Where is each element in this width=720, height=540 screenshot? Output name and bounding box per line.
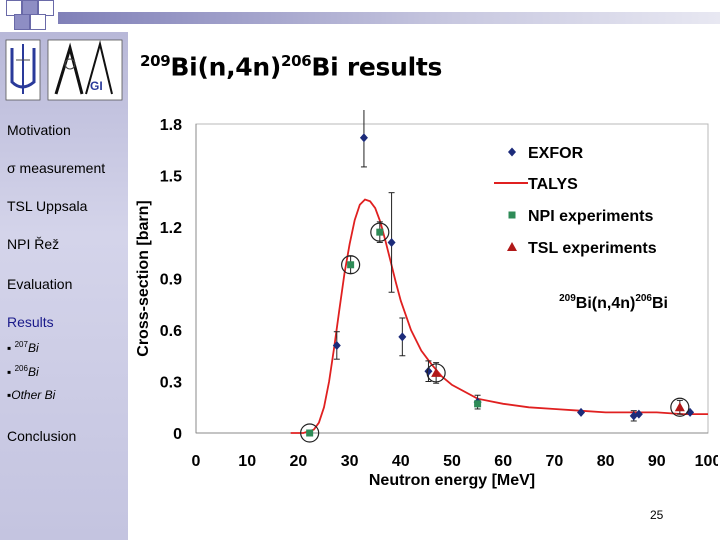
cross-section-chart: 0 0.3 0.6 0.9 1.2 1.5 1.8 0 10 20 30 40 50 60 70 80 90 1… (135, 110, 718, 489)
sidebar-subitem-bi206[interactable]: ▪ 206Bi (7, 364, 39, 379)
exfor-point (359, 133, 368, 143)
data-markers (300, 110, 695, 443)
sidebar (0, 32, 128, 540)
npi-point (347, 261, 355, 269)
exfor-point (424, 366, 433, 376)
sidebar-item-measurement[interactable]: σ measurement (7, 160, 106, 176)
page-number: 25 (650, 508, 664, 522)
talys-series (290, 198, 708, 434)
legend-label: NPI experiments (528, 208, 653, 225)
legend-label: TSL experiments (528, 240, 657, 257)
x-tick-label: 20 (290, 453, 308, 470)
y-tick-label: 0.6 (160, 323, 182, 340)
y-tick-label: 0.3 (160, 375, 182, 392)
legend-box (480, 135, 685, 263)
highlight-circle (426, 363, 446, 383)
bullet-icon: ▪ (7, 365, 12, 379)
npi-point (306, 429, 314, 437)
bullet-icon: ▪ (7, 341, 12, 355)
reaction-annotation: 209Bi(n,4n)206Bi (559, 293, 668, 312)
sidebar-item-tsl-uppsala[interactable]: TSL Uppsala (7, 198, 88, 214)
x-axis-label: Neutron energy [MeV] (369, 472, 535, 489)
sidebar-item-npi-rez[interactable]: NPI Řež (7, 236, 60, 252)
npi-point (376, 228, 384, 236)
x-tick-label: 40 (392, 453, 410, 470)
exfor-point (634, 409, 643, 419)
exfor-point (398, 332, 407, 342)
y-axis-label: Cross-section [barn] (135, 200, 152, 356)
tsl-point (674, 402, 685, 412)
legend: EXFOR TALYS NPI experiments TSL experiments (480, 135, 685, 263)
sidebar-subitem-other-bi[interactable]: ▪Other Bi (7, 388, 56, 402)
exfor-point (332, 340, 341, 350)
x-tick-label: 50 (443, 453, 461, 470)
sidebar-item-evaluation[interactable]: Evaluation (7, 276, 73, 292)
sidebar-item-results[interactable]: Results (7, 314, 54, 330)
y-axis-ticks: 0 0.3 0.6 0.9 1.2 1.5 1.8 (160, 117, 182, 443)
svg-text:GI: GI (90, 79, 103, 93)
y-tick-label: 0.9 (160, 272, 182, 289)
y-tick-label: 0 (173, 426, 182, 443)
sidebar-item-motivation[interactable]: Motivation (7, 122, 71, 138)
deco-square (38, 0, 54, 16)
highlight-circle (341, 255, 361, 275)
bullet-icon: ▪ (7, 388, 12, 402)
ujf-logo-icon (5, 39, 41, 101)
x-tick-label: 100 (695, 453, 718, 470)
x-tick-label: 90 (648, 453, 666, 470)
x-axis-ticks: 0 10 20 30 40 50 60 70 80 90 100 (192, 453, 718, 470)
highlight-circle (300, 423, 320, 443)
legend-tsl-icon (507, 242, 517, 251)
x-tick-label: 70 (546, 453, 564, 470)
legend-label: EXFOR (528, 145, 584, 162)
slide-title: 209Bi(n,4n)206Bi results (140, 52, 443, 82)
header-decoration (0, 0, 720, 30)
exfor-point (577, 407, 586, 417)
exfor-point (387, 237, 396, 247)
legend-label: TALYS (528, 176, 578, 193)
y-tick-label: 1.5 (160, 169, 182, 186)
sidebar-item-conclusion[interactable]: Conclusion (7, 428, 77, 444)
x-tick-label: 10 (238, 453, 256, 470)
sidebar-subitem-bi207[interactable]: ▪ 207Bi (7, 340, 39, 355)
npi-point (474, 400, 482, 408)
header-gradient-bar (58, 12, 720, 24)
institute-logos: GI (5, 39, 123, 101)
highlight-circle (370, 222, 390, 242)
deco-square (30, 14, 46, 30)
x-tick-label: 0 (192, 453, 201, 470)
plot-frame (195, 123, 709, 434)
y-tick-label: 1.2 (160, 220, 182, 237)
y-tick-label: 1.8 (160, 117, 182, 134)
x-tick-label: 30 (341, 453, 359, 470)
x-tick-label: 60 (494, 453, 512, 470)
legend-exfor-icon (508, 147, 516, 157)
tsl-point (431, 367, 442, 377)
highlight-circle (670, 397, 690, 417)
talys-curve (290, 198, 708, 434)
npi-logo-icon: GI (47, 39, 123, 101)
legend-npi-icon (508, 211, 516, 219)
deco-square (14, 14, 30, 30)
x-tick-label: 80 (597, 453, 615, 470)
